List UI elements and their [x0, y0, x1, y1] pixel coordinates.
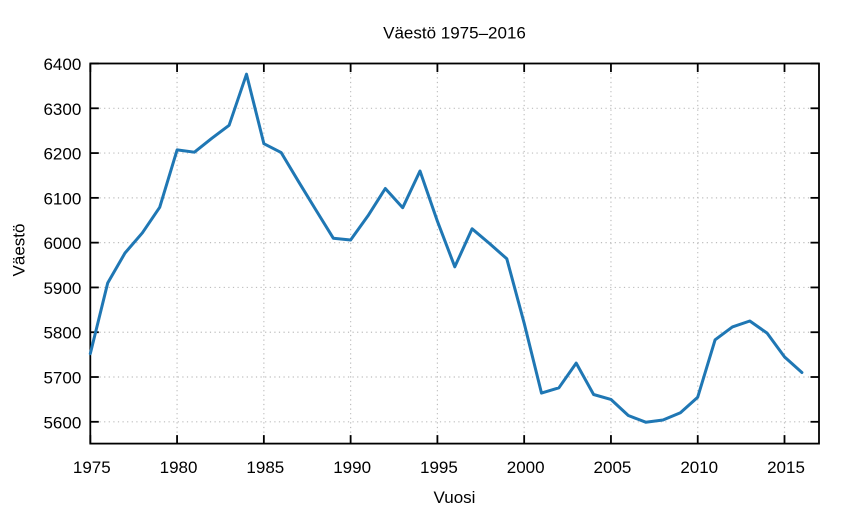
- svg-text:1980: 1980: [160, 458, 198, 477]
- svg-text:6100: 6100: [43, 189, 81, 208]
- svg-text:5600: 5600: [43, 413, 81, 432]
- svg-text:2015: 2015: [767, 458, 805, 477]
- svg-text:Vuosi: Vuosi: [434, 488, 476, 507]
- svg-text:2010: 2010: [680, 458, 718, 477]
- svg-text:6300: 6300: [43, 100, 81, 119]
- svg-text:1990: 1990: [333, 458, 371, 477]
- svg-text:5800: 5800: [43, 324, 81, 343]
- svg-text:Väestö 1975–2016: Väestö 1975–2016: [383, 24, 526, 43]
- svg-text:Väestö: Väestö: [10, 224, 29, 277]
- svg-text:6200: 6200: [43, 145, 81, 164]
- svg-text:6000: 6000: [43, 234, 81, 253]
- svg-text:1995: 1995: [420, 458, 458, 477]
- svg-text:2000: 2000: [507, 458, 545, 477]
- svg-text:1975: 1975: [73, 458, 111, 477]
- svg-text:1985: 1985: [246, 458, 284, 477]
- svg-text:6400: 6400: [43, 55, 81, 74]
- svg-text:5700: 5700: [43, 369, 81, 388]
- svg-text:5900: 5900: [43, 279, 81, 298]
- svg-text:2005: 2005: [594, 458, 632, 477]
